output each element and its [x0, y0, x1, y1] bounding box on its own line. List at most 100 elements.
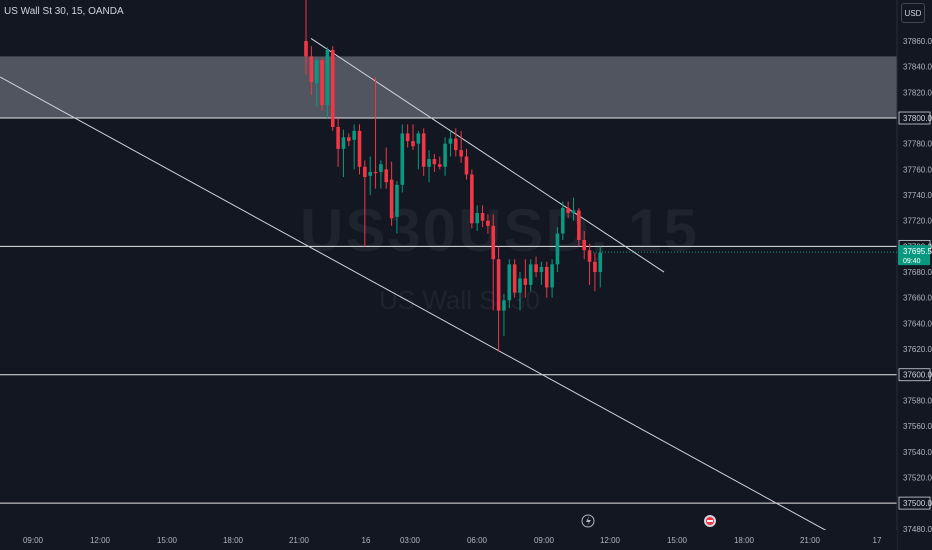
currency-button[interactable]: USD	[901, 3, 925, 23]
price-tick-label: 37680.0	[903, 268, 932, 277]
countdown-label: 09:40	[903, 258, 921, 265]
candle-body	[470, 174, 474, 224]
time-tick-label: 15:00	[667, 536, 688, 545]
candle-body	[534, 264, 538, 273]
level-price-box	[898, 368, 931, 382]
time-tick-label: 18:00	[734, 536, 755, 545]
candle-body	[443, 143, 447, 167]
candle-body	[459, 150, 463, 157]
lightning-icon-bolt	[586, 516, 591, 526]
candle-body	[496, 259, 501, 311]
candle-body	[427, 159, 431, 167]
candle-body	[544, 266, 549, 288]
candle-body	[309, 56, 314, 83]
candle-body	[550, 264, 554, 288]
price-tick-label: 37560.0	[903, 422, 932, 431]
time-tick-label: 15:00	[157, 536, 178, 545]
candle-body	[566, 207, 570, 214]
time-tick-label: 09:00	[23, 536, 44, 545]
candle-body	[454, 138, 458, 151]
candle-body	[507, 264, 512, 301]
candle-body	[373, 171, 378, 174]
candle-body	[330, 49, 335, 128]
price-tick-label: 37860.0	[903, 37, 932, 46]
resistance-zone	[0, 56, 897, 119]
candle-body	[486, 220, 490, 226]
price-tick-label: 37720.0	[903, 217, 932, 226]
candle-body	[411, 141, 415, 147]
candle-body	[539, 266, 544, 273]
time-tick-label: 18:00	[223, 536, 244, 545]
candle-body	[571, 210, 576, 214]
candle-body	[421, 133, 426, 167]
price-tick-label: 37740.0	[903, 191, 932, 200]
candle-body	[416, 133, 421, 144]
candle-body	[518, 278, 522, 293]
candle-body	[502, 300, 506, 311]
event-flag-icon	[704, 515, 716, 527]
candle-body	[448, 138, 453, 144]
candle-body	[347, 137, 351, 142]
level-price-label: 37500.0	[903, 499, 932, 508]
price-tick-label: 37640.0	[903, 319, 932, 328]
trendline-0	[0, 76, 838, 537]
symbol-header[interactable]: US Wall St 30, 15, OANDA	[4, 6, 124, 17]
candle-body	[528, 264, 533, 285]
time-tick-label: 16	[362, 536, 371, 545]
lightning-icon-ring	[581, 514, 595, 528]
candle-body	[593, 261, 597, 273]
level-price-label: 37600.0	[903, 371, 932, 380]
level-layer	[0, 117, 897, 504]
time-tick-label: 21:00	[289, 536, 310, 545]
price-tick-label: 37540.0	[903, 448, 932, 457]
candle-body	[480, 213, 485, 221]
zone-layer	[0, 56, 897, 119]
candle-body	[561, 207, 565, 234]
candle-body	[598, 252, 603, 273]
level-price-box	[898, 111, 931, 125]
price-tick-label: 37480.0	[903, 525, 932, 534]
candle-body	[336, 127, 340, 149]
candle-body	[314, 60, 319, 84]
last-price-label: 37695.5	[903, 247, 932, 256]
trendline-layer	[0, 38, 838, 537]
candle-body	[582, 239, 586, 251]
time-tick-label: 12:00	[600, 536, 621, 545]
candle-layer	[304, 0, 603, 352]
candle-body	[320, 60, 324, 106]
level-price-label: 37800.0	[903, 114, 932, 123]
price-tick-label: 37780.0	[903, 140, 932, 149]
candle-body	[523, 278, 528, 285]
candle-body	[384, 169, 389, 183]
lightning-icon	[581, 514, 595, 528]
price-tick-label: 37660.0	[903, 294, 932, 303]
candle-body	[352, 130, 356, 140]
trendline-1	[310, 38, 665, 273]
candle-body	[304, 41, 308, 57]
candle-body	[587, 250, 592, 262]
candle-body	[437, 164, 442, 167]
candle-body	[368, 171, 372, 176]
candle-body	[432, 159, 437, 165]
price-tick-label: 37820.0	[903, 88, 932, 97]
time-tick-label: 03:00	[400, 536, 421, 545]
candle-body	[475, 213, 479, 224]
level-price-box	[898, 496, 931, 510]
candle-body	[400, 133, 405, 185]
time-tick-label: 12:00	[90, 536, 111, 545]
candle-body	[325, 49, 330, 106]
candle-body	[357, 130, 362, 167]
candle-body	[405, 133, 410, 142]
time-tick-label: 06:00	[467, 536, 488, 545]
last-price-tag	[898, 245, 930, 266]
candle-body	[577, 210, 581, 240]
candle-body	[379, 164, 383, 172]
time-tick-label: 09:00	[534, 536, 555, 545]
candle-body	[491, 225, 496, 260]
price-tick-label: 37760.0	[903, 165, 932, 174]
candle-body	[341, 137, 346, 149]
candle-body	[389, 179, 394, 219]
candle-body	[363, 166, 367, 178]
